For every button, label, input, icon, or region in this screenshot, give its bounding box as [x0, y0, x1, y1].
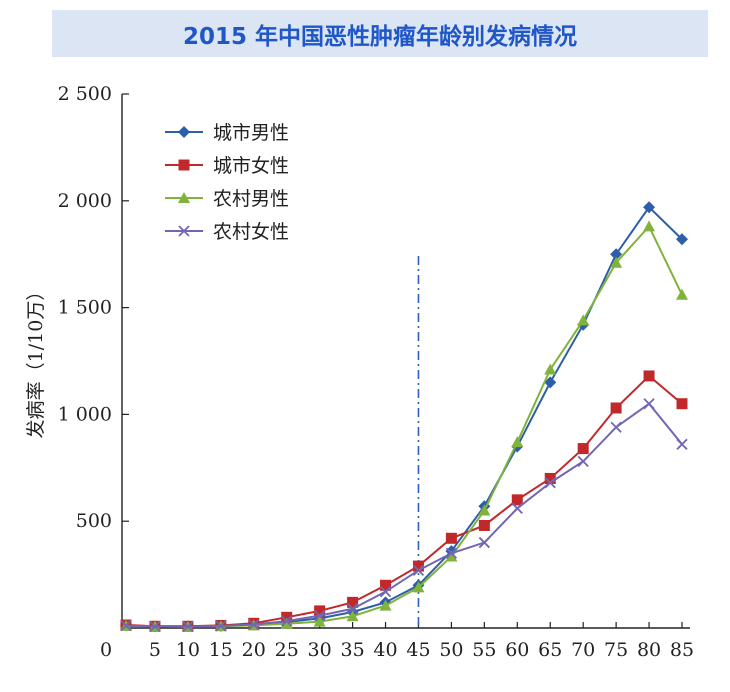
marker-diamond	[544, 376, 557, 389]
x-tick-label: 0	[100, 639, 112, 661]
marker-triangle	[643, 220, 656, 232]
marker-x	[676, 438, 688, 450]
marker-triangle	[610, 256, 623, 268]
marker-x	[610, 421, 622, 433]
x-tick-label: 25	[275, 639, 299, 661]
marker-triangle	[445, 550, 458, 562]
marker-x	[643, 398, 655, 410]
y-tick-label: 2 000	[58, 190, 112, 212]
marker-triangle	[280, 617, 293, 629]
marker-square	[643, 370, 655, 382]
legend-label: 城市男性	[213, 122, 289, 144]
marker-x	[445, 547, 458, 559]
y-tick-label: 2 500	[58, 83, 112, 105]
series-1	[120, 201, 688, 633]
series-group	[120, 201, 688, 633]
marker-square	[478, 519, 490, 531]
marker-triangle	[379, 599, 392, 611]
marker-x	[346, 603, 359, 615]
legend-item: 农村男性	[165, 188, 289, 210]
marker-x	[149, 620, 161, 633]
legend-item: 农村女性	[165, 221, 289, 243]
x-tick-label: 55	[472, 639, 496, 661]
marker-triangle	[511, 436, 524, 448]
marker-x	[182, 620, 194, 633]
x-tick-label: 70	[571, 639, 595, 661]
legend-label: 城市女性	[213, 155, 289, 177]
chart-title: 2015 年中国恶性肿瘤年龄别发病情况	[182, 23, 578, 50]
chart-title-bar: 2015 年中国恶性肿瘤年龄别发病情况	[52, 10, 708, 57]
marker-x	[314, 609, 326, 622]
marker-x	[478, 536, 490, 549]
x-tick-label: 45	[406, 639, 430, 661]
marker-square	[281, 611, 293, 623]
marker-triangle	[346, 610, 359, 622]
marker-square	[178, 159, 190, 171]
marker-square	[610, 402, 622, 414]
marker-x	[281, 615, 293, 627]
marker-diamond	[178, 126, 190, 138]
marker-square	[412, 560, 424, 572]
marker-triangle	[577, 314, 590, 326]
marker-triangle	[478, 504, 491, 516]
x-tick-label: 35	[340, 639, 364, 661]
marker-triangle	[178, 192, 190, 203]
x-tick-label: 85	[670, 639, 694, 661]
axes: 500 1 000 1 500 2 000 2 500 0 5 10 15 20 25 30 35 40 4…	[58, 83, 695, 661]
y-tick-label: 1 500	[58, 297, 112, 319]
legend-label: 农村男性	[213, 188, 289, 210]
legend-label: 农村女性	[213, 221, 289, 243]
marker-x	[412, 564, 425, 576]
series-line	[125, 205, 683, 628]
y-tick-label: 500	[76, 510, 112, 532]
marker-x	[511, 502, 523, 515]
marker-x	[544, 477, 556, 489]
legend-item: 城市男性	[165, 122, 289, 144]
marker-triangle	[313, 615, 326, 627]
marker-diamond	[610, 248, 623, 261]
x-tick-label: 15	[209, 639, 233, 661]
marker-triangle	[412, 581, 425, 593]
x-tick-label: 80	[637, 639, 661, 661]
marker-x	[379, 586, 392, 598]
x-tick-label: 60	[505, 639, 529, 661]
x-tick-label: 30	[308, 639, 332, 661]
series-4	[120, 398, 688, 633]
marker-x	[577, 455, 589, 468]
y-tick-label: 1 000	[58, 403, 112, 425]
marker-x	[215, 620, 227, 632]
series-line	[125, 402, 683, 628]
marker-x	[178, 225, 190, 237]
marker-x	[120, 620, 132, 632]
series-line	[125, 374, 683, 628]
y-axis-label: 发病率（1/10万）	[25, 282, 47, 439]
x-tick-label: 65	[538, 639, 562, 661]
marker-square	[511, 494, 523, 506]
x-tick-label: 10	[176, 639, 200, 661]
marker-square	[676, 398, 688, 410]
marker-square	[314, 605, 326, 617]
marker-square	[577, 443, 589, 455]
x-tick-label: 50	[439, 639, 463, 661]
marker-square	[380, 579, 392, 591]
x-tick-label: 40	[373, 639, 397, 661]
marker-square	[445, 532, 457, 544]
x-tick-label: 20	[242, 639, 266, 661]
marker-diamond	[676, 233, 688, 246]
marker-square	[347, 596, 359, 608]
marker-triangle	[544, 363, 557, 375]
marker-triangle	[676, 288, 688, 300]
x-tick-label: 75	[604, 639, 628, 661]
legend-item: 城市女性	[165, 155, 289, 177]
marker-diamond	[643, 201, 656, 214]
x-tick-label: 5	[149, 639, 161, 661]
marker-square	[544, 472, 556, 484]
series-line	[125, 224, 683, 628]
marker-x	[248, 618, 260, 631]
